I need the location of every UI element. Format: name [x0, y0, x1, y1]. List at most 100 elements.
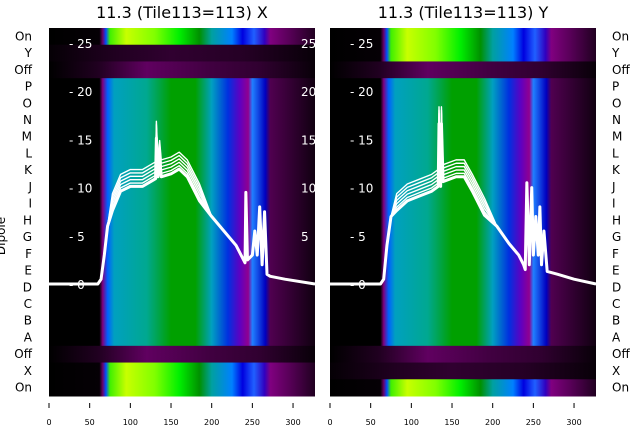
heatmap-row	[330, 111, 596, 129]
heatmap-row	[49, 44, 315, 62]
heatmap-row	[330, 78, 596, 96]
row-label: K	[24, 163, 33, 177]
overlay-y-tick-label: - 5	[350, 230, 366, 244]
heatmap-row	[49, 94, 315, 113]
x-tick-label: 200	[485, 418, 500, 427]
chart-title-y: 11.3 (Tile113=113) Y	[378, 3, 549, 22]
overlay-y-tick-label: - 20	[350, 85, 373, 99]
heatmap-row	[330, 312, 596, 330]
row-label: X	[24, 364, 32, 378]
chart-title-x: 11.3 (Tile113=113) X	[96, 3, 268, 22]
heatmap-row	[49, 379, 315, 397]
row-label: D	[612, 280, 621, 294]
heatmap-row	[49, 28, 315, 46]
row-label: H	[612, 213, 621, 227]
row-label: M	[612, 130, 622, 144]
row-label: E	[612, 264, 620, 278]
row-label: X	[612, 364, 620, 378]
overlay-y-tick-label: - 10	[350, 182, 373, 196]
row-label: Off	[612, 347, 630, 361]
x-tick-label: 50	[85, 418, 95, 427]
heatmap-row	[330, 228, 596, 246]
row-label: H	[23, 213, 32, 227]
row-label: O	[612, 96, 621, 110]
heatmap-row	[330, 94, 596, 113]
y-axis-label: Dipole	[0, 217, 8, 255]
row-label: E	[24, 264, 32, 278]
heatmap-row	[330, 295, 596, 313]
row-label: Off	[14, 63, 32, 77]
heatmap-row	[330, 345, 596, 364]
overlay-y-tick-label: - 25	[69, 37, 92, 51]
heatmap-row	[330, 362, 596, 380]
heatmap-row	[330, 61, 596, 79]
row-label: G	[612, 230, 621, 244]
row-label: A	[24, 330, 33, 344]
row-label: On	[15, 381, 32, 395]
row-label: P	[25, 80, 32, 94]
row-label: On	[15, 29, 32, 43]
heatmap-row	[330, 379, 596, 397]
overlay-y-tick-label: - 5	[69, 230, 85, 244]
row-label: C	[612, 297, 620, 311]
heatmap-row	[330, 195, 596, 213]
heatmap-row	[49, 128, 315, 146]
heatmap-row	[49, 212, 315, 230]
heatmap-row	[49, 245, 315, 263]
heatmap-row	[49, 362, 315, 380]
heatmap-row	[330, 278, 596, 297]
heatmap-row	[330, 329, 596, 347]
heatmap-row	[330, 28, 596, 46]
row-label: I	[612, 197, 616, 211]
x-tick-label: 0	[46, 418, 51, 427]
overlay-y-tick-label-right: 15	[301, 133, 316, 147]
heatmap-row	[49, 312, 315, 330]
row-label: Off	[14, 347, 32, 361]
x-tick-label: 300	[566, 418, 581, 427]
row-label: L	[25, 146, 32, 160]
heatmap-row	[49, 262, 315, 280]
overlay-y-tick-label: - 25	[350, 37, 373, 51]
x-tick-label: 100	[123, 418, 138, 427]
x-tick-label: 150	[163, 418, 178, 427]
overlay-y-tick-label-right: 20	[301, 85, 316, 99]
heatmap-row	[49, 78, 315, 96]
heatmap-row	[49, 61, 315, 79]
x-tick-label: 50	[366, 418, 376, 427]
overlay-y-tick-label-right: 10	[301, 182, 316, 196]
x-tick-label: 150	[444, 418, 459, 427]
row-label: G	[23, 230, 32, 244]
row-label: On	[612, 29, 629, 43]
heatmap-row	[330, 178, 596, 196]
heatmap-row	[49, 329, 315, 347]
row-label: M	[22, 130, 32, 144]
x-tick-label: 250	[245, 418, 260, 427]
heatmap-row	[330, 262, 596, 280]
row-label: F	[612, 247, 619, 261]
overlay-y-tick-label-right: 5	[301, 230, 309, 244]
x-tick-label: 100	[404, 418, 419, 427]
row-label: B	[612, 314, 620, 328]
overlay-y-tick-label: - 15	[350, 133, 373, 147]
row-label: O	[23, 96, 32, 110]
overlay-y-tick-label-right: 25	[301, 37, 316, 51]
overlay-y-tick-label: - 10	[69, 182, 92, 196]
spectrum-line	[330, 106, 597, 285]
row-label: Y	[24, 46, 33, 60]
heatmap-row	[330, 128, 596, 146]
row-label: J	[611, 180, 616, 194]
heatmap-row	[49, 145, 315, 163]
heatmap-row	[49, 345, 315, 364]
heatmap-row	[49, 278, 315, 297]
spectrum-line	[49, 120, 316, 285]
overlay-y-tick-label: - 15	[69, 133, 92, 147]
row-label: J	[27, 180, 32, 194]
heatmap-row	[330, 145, 596, 163]
row-label: C	[24, 297, 32, 311]
heatmap-row	[49, 195, 315, 213]
row-label: N	[612, 113, 621, 127]
heatmap-row	[330, 44, 596, 62]
overlay-y-tick-label: - 20	[69, 85, 92, 99]
